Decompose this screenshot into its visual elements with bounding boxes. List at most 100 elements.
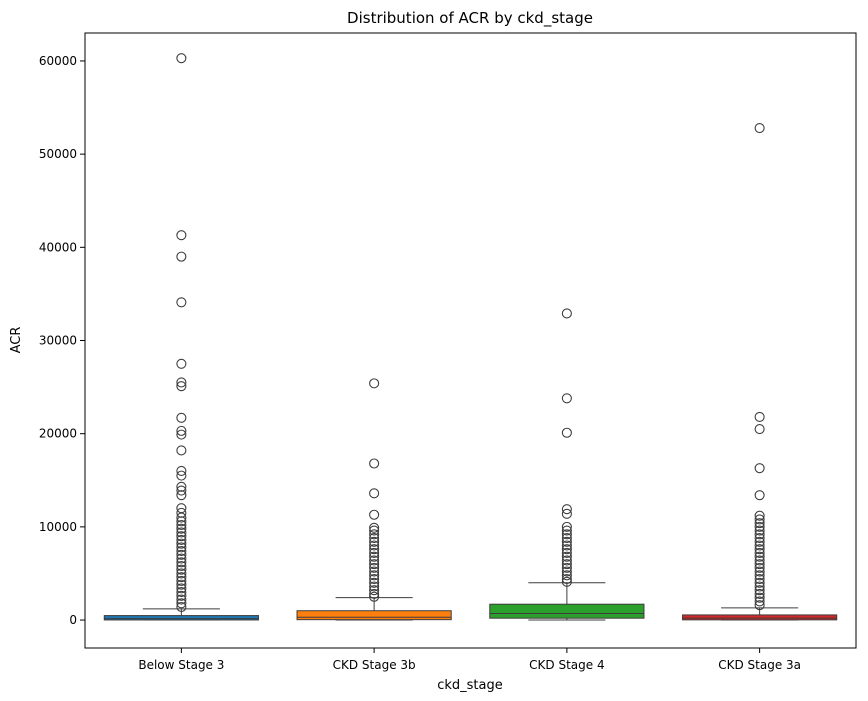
outlier-point (369, 588, 380, 600)
outlier-point (176, 546, 187, 557)
outlier-point (754, 592, 765, 603)
outlier-point (369, 525, 380, 536)
y-axis-label: ACR (9, 327, 24, 354)
outlier-point (369, 551, 380, 562)
outlier-point (754, 559, 765, 570)
outlier-point (176, 412, 187, 423)
x-tick-label: Below Stage 3 (138, 658, 224, 672)
outlier-point (176, 568, 187, 579)
outlier-point (176, 297, 187, 308)
outlier-point (754, 544, 765, 555)
outlier-point (176, 538, 187, 549)
outlier-point (561, 393, 572, 404)
outlier-point (176, 542, 187, 553)
outlier-point (176, 598, 187, 609)
outlier-point (754, 122, 765, 134)
outlier-point (561, 508, 572, 519)
outlier-point (561, 559, 572, 570)
outlier-point (561, 562, 572, 573)
outlier-point (754, 547, 765, 559)
outlier-point (369, 570, 380, 581)
outlier-point (754, 585, 765, 596)
outlier-point (561, 504, 572, 515)
box-iqr (682, 614, 838, 621)
outlier-point (176, 590, 187, 601)
x-tick-label: CKD Stage 3b (333, 658, 416, 672)
outlier-point (369, 378, 380, 389)
outlier-point (176, 53, 187, 64)
outlier-point (754, 521, 765, 532)
outlier-point (176, 519, 187, 531)
outlier-point (369, 566, 380, 577)
outlier-point (369, 547, 380, 559)
outlier-point (561, 529, 572, 540)
outlier-point (561, 573, 572, 585)
outlier-point (754, 577, 765, 588)
y-tick-label: 10000 (39, 520, 77, 534)
outlier-point (176, 485, 187, 496)
outlier-point (754, 573, 765, 585)
outlier-point (561, 555, 572, 566)
outlier-point (176, 527, 187, 538)
y-tick-label: 30000 (39, 334, 77, 348)
outlier-point (176, 587, 187, 598)
outlier-point (754, 529, 765, 540)
outlier-point (561, 540, 572, 551)
outlier-point (561, 521, 572, 532)
x-tick-label: CKD Stage 3a (718, 658, 801, 672)
outlier-point (176, 557, 187, 568)
x-axis: Below Stage 3 CKD Stage 3b CKD Stage 4 CKD … (138, 648, 801, 672)
outlier-point (369, 532, 380, 544)
outlier-point (176, 564, 187, 575)
plot-frame (84, 32, 857, 649)
outlier-point (176, 230, 187, 241)
outlier-point (176, 601, 187, 613)
outlier-point (176, 579, 187, 590)
outlier-point (561, 427, 572, 438)
outlier-point (754, 490, 765, 501)
box-iqr (296, 610, 452, 621)
outlier-point (561, 536, 572, 547)
outlier-point (369, 573, 380, 585)
outlier-point (176, 377, 187, 388)
outlier-point (369, 577, 380, 588)
outlier-point (754, 532, 765, 544)
outlier-point (369, 522, 380, 533)
outlier-point (176, 251, 187, 262)
outlier-point (369, 509, 380, 520)
outlier-point (561, 566, 572, 577)
y-tick-label: 50000 (39, 147, 77, 161)
outlier-point (176, 572, 187, 583)
outlier-point (176, 549, 187, 560)
chart-title: Distribution of ACR by ckd_stage (347, 9, 593, 28)
outlier-point (369, 559, 380, 570)
y-tick-label: 20000 (39, 427, 77, 441)
y-axis: 0 10000 20000 30000 40000 50000 60000 (39, 54, 85, 627)
outlier-point (754, 536, 765, 547)
outlier-point (561, 308, 572, 319)
outlier-point (754, 570, 765, 581)
outlier-point (176, 594, 187, 605)
outlier-point (369, 458, 380, 469)
outlier-point (176, 465, 187, 477)
outlier-point (176, 512, 187, 523)
outlier-point (176, 481, 187, 492)
outlier-point (176, 507, 187, 518)
x-tick-label: CKD Stage 4 (529, 658, 604, 672)
box-group-0 (103, 53, 259, 621)
box-group-1 (296, 378, 452, 621)
outlier-point (754, 566, 765, 577)
outlier-point (754, 555, 765, 566)
outlier-point (176, 470, 187, 481)
outlier-point (561, 570, 572, 581)
outlier-point (754, 540, 765, 551)
y-tick-label: 0 (69, 613, 77, 627)
x-axis-label: ckd_stage (437, 678, 503, 693)
outlier-point (561, 532, 572, 544)
plot-area (103, 53, 838, 621)
y-tick-label: 40000 (39, 240, 77, 254)
outlier-point (176, 429, 187, 440)
outlier-point (176, 523, 187, 534)
outlier-point (369, 488, 380, 499)
